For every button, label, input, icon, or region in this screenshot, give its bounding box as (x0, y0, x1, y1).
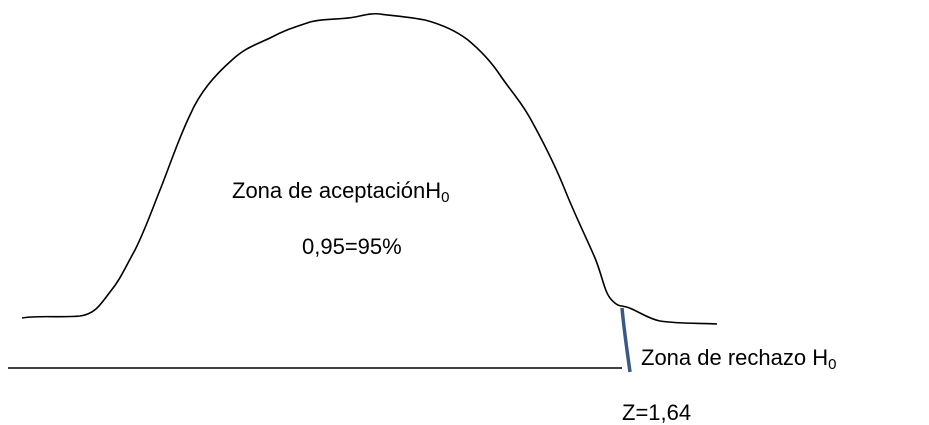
critical-value: Z=1,64 (622, 400, 691, 425)
subscript: 0 (441, 189, 449, 206)
label-text: Zona de aceptación (232, 178, 425, 203)
symbol: H (812, 345, 828, 370)
acceptance-label: Zona de aceptaciónH0 (232, 178, 450, 206)
critical-line (620, 307, 632, 373)
bell-curve (21, 12, 718, 325)
symbol: H (425, 178, 441, 203)
label-text: Zona de rechazo (641, 345, 812, 370)
rejection-label: Zona de rechazo H0 (641, 345, 836, 373)
subscript: 0 (828, 356, 836, 373)
acceptance-probability: 0,95=95% (302, 234, 402, 259)
